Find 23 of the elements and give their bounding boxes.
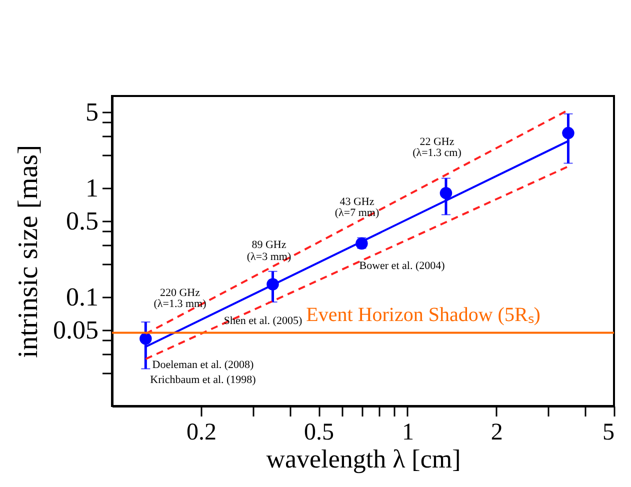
annotation: 43 GHz	[340, 196, 374, 208]
x-axis-title: wavelength λ [cm]	[266, 444, 461, 474]
annotation: 220 GHz	[160, 287, 200, 299]
annotation: Bower et al. (2004)	[359, 260, 446, 272]
annotation: Krichbaum et al. (1998)	[150, 374, 256, 386]
y-tick-label: 5	[86, 97, 98, 126]
y-axis-title: intrinsic size [mas]	[13, 144, 44, 358]
annotation: 89 GHz	[252, 239, 286, 251]
y-tick-label: 0.1	[66, 282, 98, 312]
x-tick-label: 5	[602, 420, 614, 446]
ref-line-label: Event Horizon Shadow (5Rₛ)	[306, 304, 540, 326]
annotation: (λ=7 mm)	[334, 207, 380, 219]
annotation: 22 GHz	[420, 136, 454, 148]
x-tick-label: 0.2	[186, 420, 216, 446]
annotation: (λ=1.3 cm)	[412, 147, 462, 159]
y-tick-label: 1	[86, 174, 98, 203]
x-tick-label: 2	[490, 420, 503, 446]
annotation: Doeleman et al. (2008)	[152, 359, 254, 371]
x-tick-label: 0.5	[304, 420, 334, 446]
y-tick-label: 0.5	[66, 206, 98, 236]
y-tick-label: 0.05	[53, 315, 98, 344]
x-tick-label: 1	[402, 420, 414, 446]
annotation: (λ=3 mm)	[246, 251, 292, 263]
